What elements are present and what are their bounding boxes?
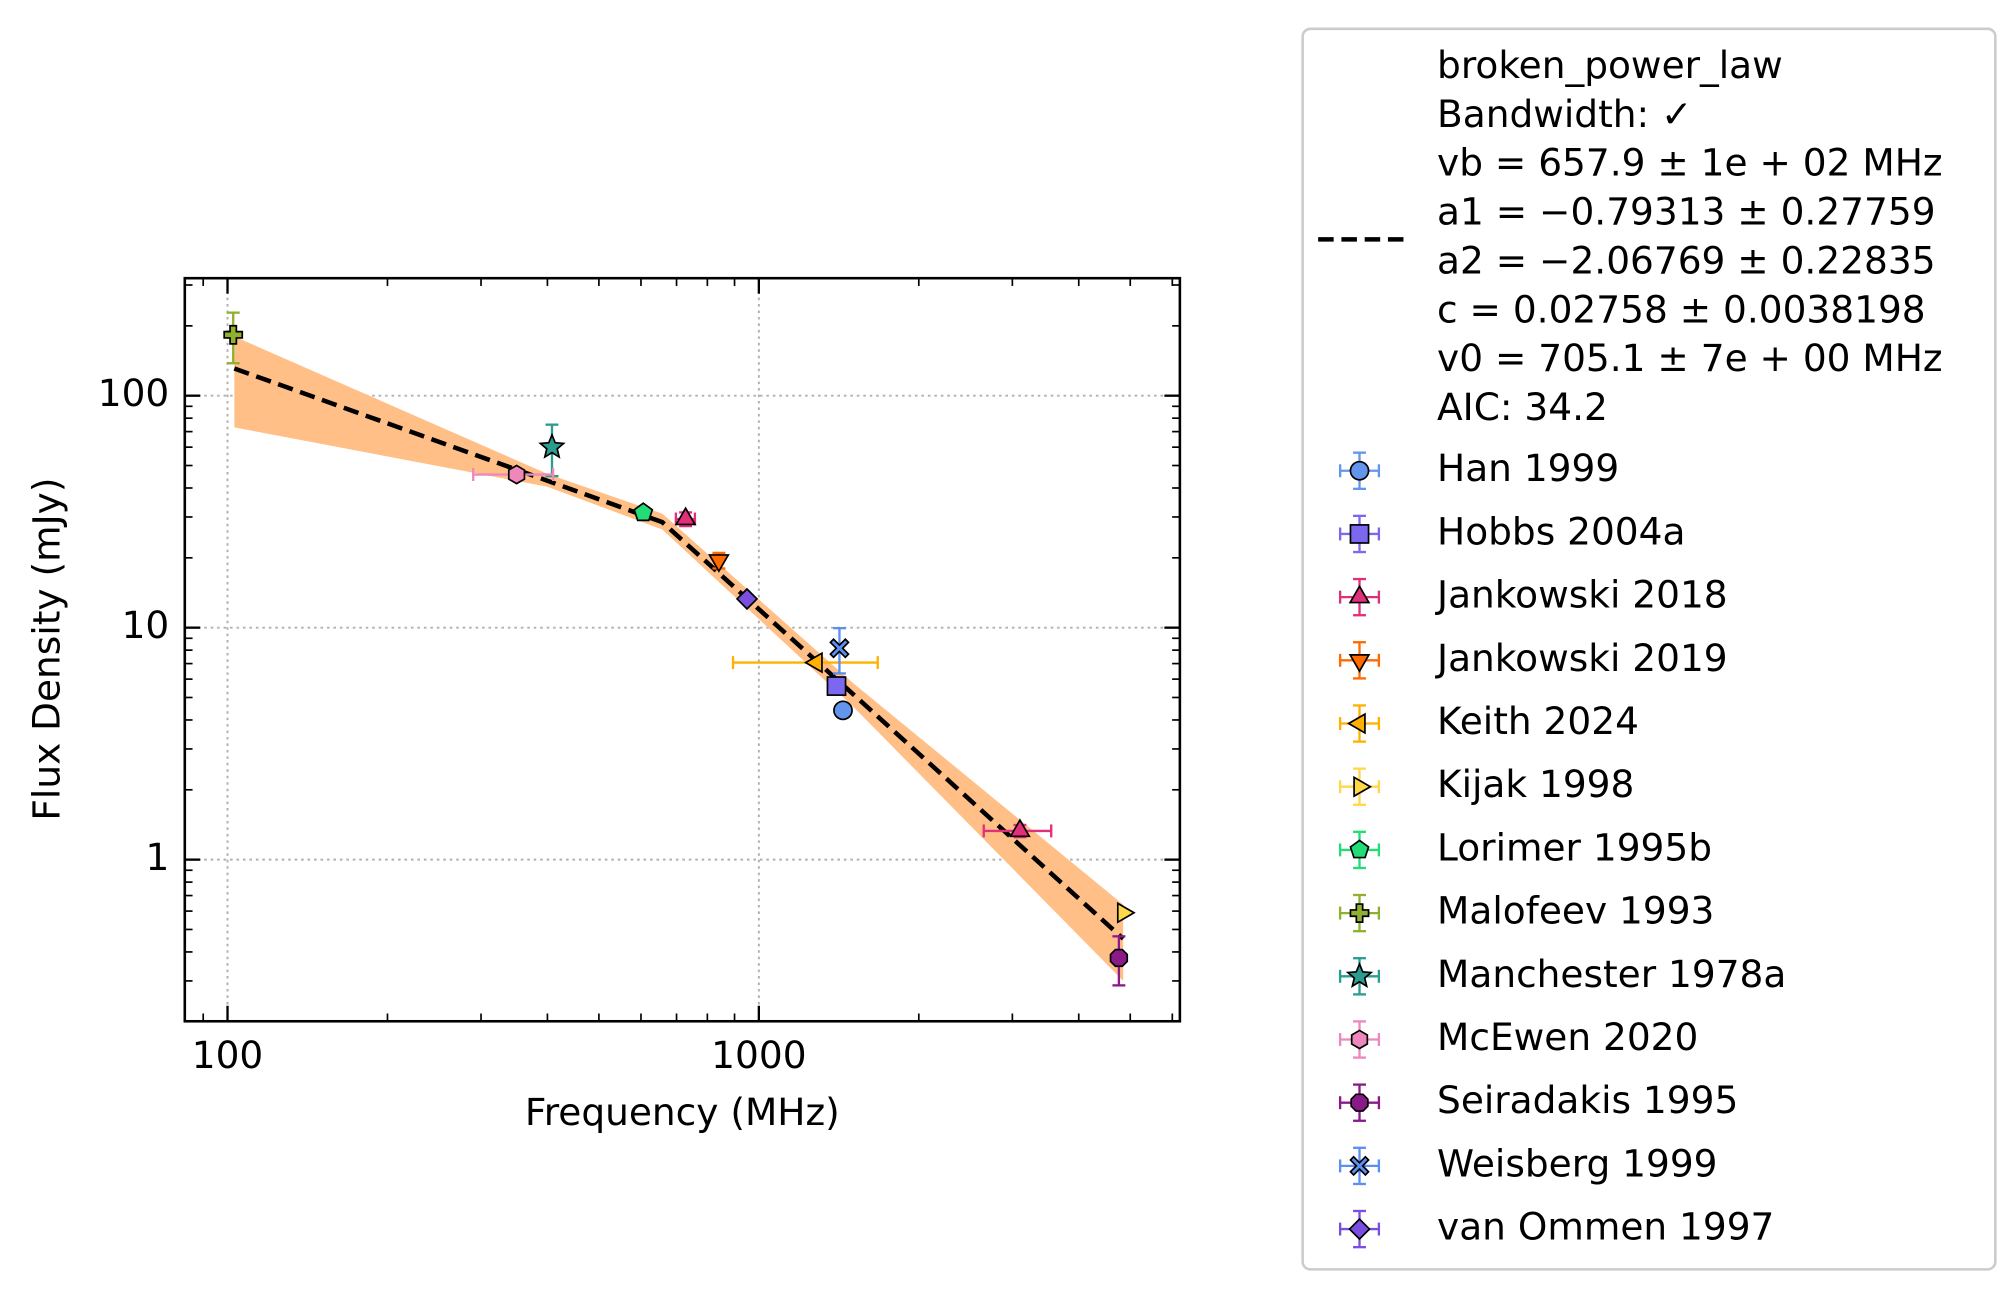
- marker: [735, 587, 759, 611]
- legend-marker: [1350, 1093, 1369, 1112]
- marker: [826, 676, 847, 696]
- legend-label: Jankowski 2019: [1435, 636, 1728, 680]
- marker: [1116, 901, 1136, 924]
- marker: [829, 638, 850, 659]
- legend-marker: [1349, 839, 1370, 859]
- legend-label: Malofeev 1993: [1437, 889, 1714, 933]
- legend-label: Hobbs 2004a: [1437, 509, 1685, 553]
- legend-label: Seiradakis 1995: [1437, 1078, 1738, 1122]
- marker: [804, 651, 823, 674]
- legend-label: Manchester 1978a: [1437, 952, 1786, 996]
- legend-label: Bandwidth: ✓: [1437, 92, 1692, 136]
- legend-label: Kijak 1998: [1437, 762, 1634, 806]
- legend-marker: [1349, 1155, 1370, 1177]
- legend-label: McEwen 2020: [1437, 1015, 1698, 1059]
- legend-marker: [1346, 712, 1366, 735]
- x-axis-label: Frequency (MHz): [525, 1090, 840, 1134]
- legend-marker: [1349, 460, 1370, 481]
- y-tick-label: 100: [98, 371, 170, 415]
- marker: [633, 502, 654, 522]
- legend-label: broken_power_law: [1437, 43, 1783, 87]
- legend-label: Keith 2024: [1437, 699, 1639, 743]
- legend-marker: [1348, 1217, 1371, 1241]
- legend-label: a2 = −2.06769 ± 0.22835: [1437, 238, 1936, 282]
- marker: [1009, 818, 1031, 838]
- legend-label: Lorimer 1995b: [1437, 825, 1712, 869]
- legend-marker: [1345, 961, 1374, 988]
- x-tick-label: 100: [192, 1033, 264, 1077]
- legend-label: AIC: 34.2: [1437, 385, 1608, 429]
- legend-marker: [1348, 654, 1371, 673]
- marker: [674, 506, 697, 526]
- legend-label: c = 0.02758 ± 0.0038198: [1437, 287, 1926, 331]
- plot-frame: [183, 276, 1182, 1023]
- x-tick-label: 1000: [711, 1033, 806, 1077]
- legend-marker: [1348, 584, 1371, 604]
- y-axis-label: Flux Density (mJy): [25, 478, 69, 821]
- legend-marker: [1349, 903, 1370, 923]
- marker: [538, 432, 566, 459]
- legend-label: a1 = −0.79313 ± 0.27759: [1437, 190, 1936, 234]
- legend-marker: [1353, 775, 1373, 798]
- marker: [1109, 948, 1129, 968]
- fit-line: [233, 366, 1125, 941]
- legend-box: [1301, 27, 1997, 1271]
- legend-marker: [1350, 1029, 1369, 1050]
- y-tick-label: 10: [122, 603, 170, 647]
- legend-label: Weisberg 1999: [1437, 1141, 1717, 1185]
- legend-marker: [1349, 524, 1370, 544]
- legend-label: vb = 657.9 ± 1e + 02 MHz: [1437, 141, 1943, 185]
- marker: [507, 464, 526, 485]
- legend-label: Han 1999: [1437, 446, 1619, 490]
- legend-label: Jankowski 2018: [1435, 573, 1728, 617]
- marker: [708, 554, 730, 573]
- marker: [223, 324, 244, 345]
- marker: [833, 700, 853, 721]
- legend-label: van Ommen 1997: [1437, 1205, 1774, 1249]
- legend-label: v0 = 705.1 ± 7e + 00 MHz: [1437, 336, 1943, 380]
- y-tick-label: 1: [145, 835, 169, 879]
